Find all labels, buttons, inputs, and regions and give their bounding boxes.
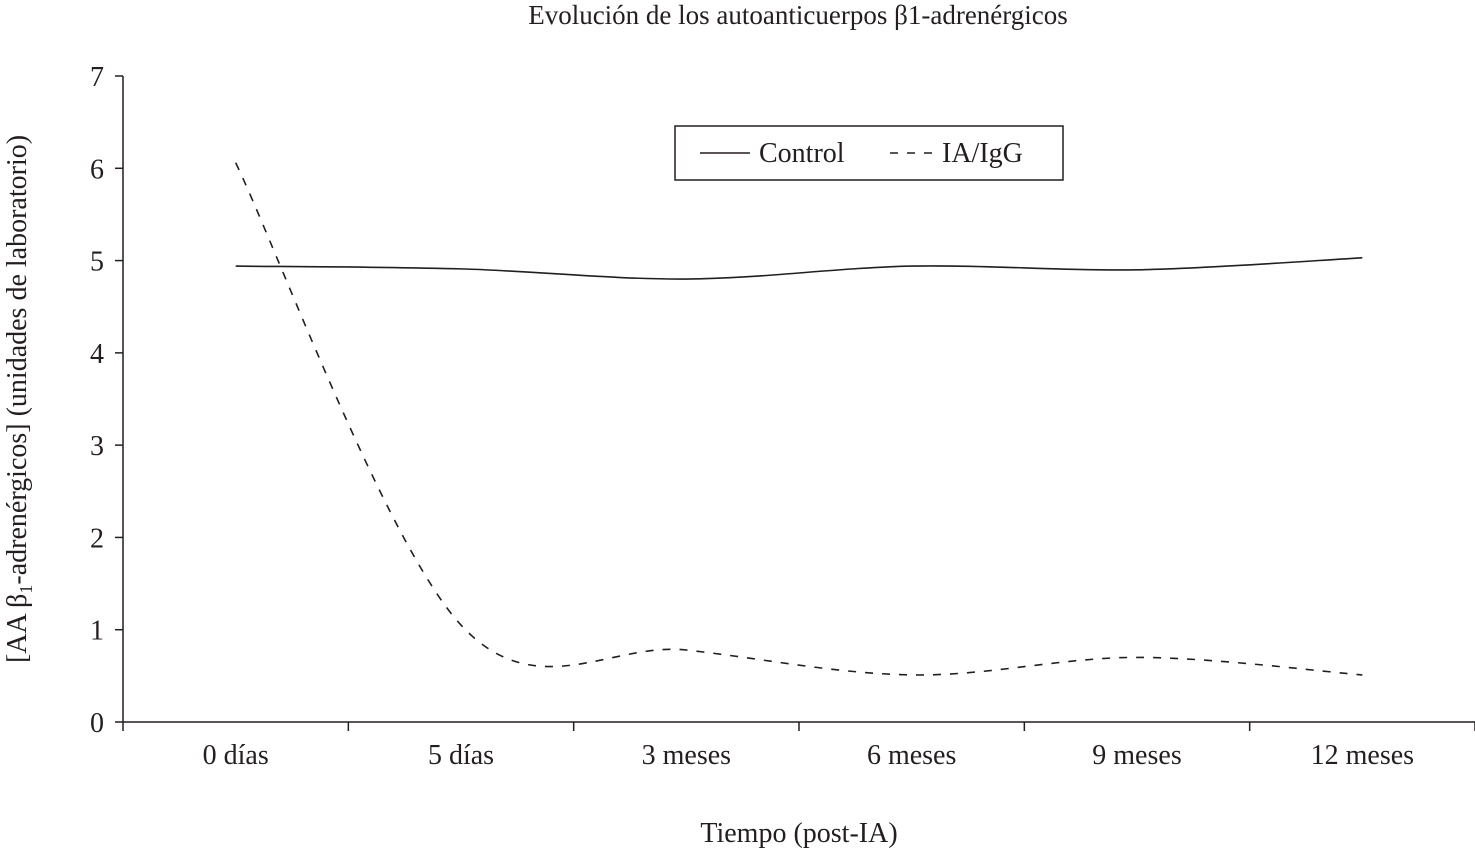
x-tick-label: 12 meses (1311, 740, 1414, 771)
y-axis-label-part: -adrenérgicos] (unidades de laboratorio) (2, 135, 33, 585)
y-tick-label: 5 (90, 247, 104, 278)
x-tick-label: 0 días (203, 740, 269, 771)
y-axis-label-subscript: 1 (16, 585, 36, 594)
series-line-control (235, 257, 1363, 280)
y-tick-label: 3 (90, 431, 104, 462)
x-axis-label: Tiempo (post-IA) (700, 818, 897, 849)
x-tick-label: 5 días (428, 740, 494, 771)
x-tick-label: 9 meses (1092, 740, 1181, 771)
y-axis-label: [AA β1-adrenérgicos] (unidades de labora… (2, 135, 36, 663)
y-tick-label: 1 (90, 616, 104, 647)
y-tick-label: 4 (90, 339, 104, 370)
series-line-ia-igg (234, 162, 1363, 676)
chart-title: Evolución de los autoanticuerpos β1-adre… (528, 0, 1068, 30)
x-tick-label: 3 meses (642, 740, 731, 771)
y-tick-label: 7 (90, 62, 104, 93)
legend-label-control: Control (759, 138, 845, 169)
legend: Control IA/IgG (674, 125, 1064, 181)
y-tick-label: 6 (90, 154, 104, 185)
x-tick-label: 6 meses (867, 740, 956, 771)
y-tick-label: 2 (90, 523, 104, 554)
legend-label-ia-igg: IA/IgG (942, 138, 1023, 169)
y-tick-label: 0 (90, 708, 104, 739)
y-axis-label-part: [AA β (2, 594, 33, 663)
